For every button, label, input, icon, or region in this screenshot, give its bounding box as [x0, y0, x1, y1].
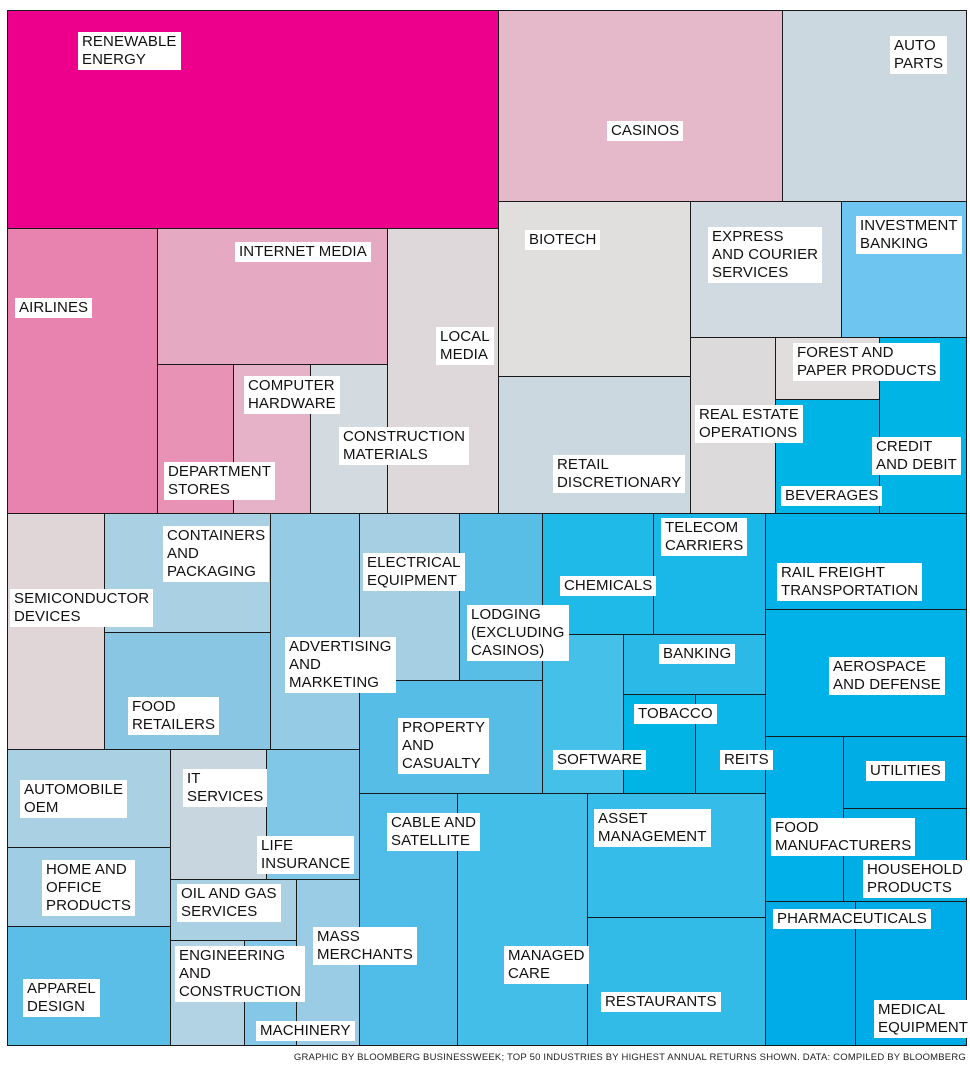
- treemap-label-local-media: LOCAL MEDIA: [436, 327, 494, 365]
- treemap-label-airlines: AIRLINES: [15, 298, 93, 318]
- treemap-cell-local-media: [387, 228, 499, 514]
- treemap-label-rail-freight-transportation: RAIL FREIGHT TRANSPORTATION: [777, 563, 923, 601]
- industry-returns-treemap: RENEWABLE ENERGY CASINOS AUTO PARTS AIRLINE…: [7, 10, 970, 1046]
- treemap-label-electrical-equipment: ELECTRICAL EQUIPMENT: [363, 553, 465, 591]
- treemap-label-utilities: UTILITIES: [866, 761, 945, 781]
- treemap-label-mass-merchants: MASS MERCHANTS: [313, 927, 417, 965]
- treemap-cell-retail-discretionary: [498, 376, 691, 514]
- treemap-label-automobile-oem: AUTOMOBILE OEM: [20, 780, 128, 818]
- treemap-label-express-and-courier-services: EXPRESS AND COURIER SERVICES: [708, 227, 823, 283]
- treemap-label-real-estate-operations: REAL ESTATE OPERATIONS: [695, 405, 804, 443]
- treemap-label-telecom-carriers: TELECOM CARRIERS: [661, 518, 748, 556]
- treemap-label-auto-parts: AUTO PARTS: [890, 36, 948, 74]
- treemap-label-engineering-and-construction: ENGINEERING AND CONSTRUCTION: [175, 946, 306, 1002]
- treemap-label-reits: REITS: [720, 750, 773, 770]
- treemap-label-aerospace-and-defense: AEROSPACE AND DEFENSE: [829, 657, 945, 695]
- treemap-label-household-products: HOUSEHOLD PRODUCTS: [863, 860, 967, 898]
- treemap-label-credit-and-debit: CREDIT AND DEBIT: [872, 437, 961, 475]
- treemap-label-home-and-office-products: HOME AND OFFICE PRODUCTS: [42, 860, 135, 916]
- treemap-cell-advertising-and-marketing: [270, 513, 360, 750]
- treemap-label-asset-management: ASSET MANAGEMENT: [594, 809, 711, 847]
- treemap-label-managed-care: MANAGED CARE: [504, 946, 589, 984]
- treemap-cell-semiconductor-devices: [7, 513, 105, 750]
- treemap-label-beverages: BEVERAGES: [781, 486, 883, 506]
- treemap-label-chemicals: CHEMICALS: [560, 576, 657, 596]
- treemap-label-casinos: CASINOS: [607, 121, 684, 141]
- treemap-cell-casinos: [498, 10, 783, 202]
- treemap-label-renewable-energy: RENEWABLE ENERGY: [78, 32, 181, 70]
- treemap-label-software: SOFTWARE: [553, 750, 647, 770]
- treemap-label-tobacco: TOBACCO: [634, 704, 717, 724]
- treemap-label-internet-media: INTERNET MEDIA: [235, 242, 371, 262]
- treemap-label-food-retailers: FOOD RETAILERS: [128, 697, 220, 735]
- treemap-cell-biotech: [498, 201, 691, 377]
- treemap-label-food-manufacturers: FOOD MANUFACTURERS: [771, 818, 916, 856]
- treemap-label-biotech: BIOTECH: [525, 230, 601, 250]
- treemap-label-computer-hardware: COMPUTER HARDWARE: [244, 376, 340, 414]
- treemap-label-apparel-design: APPAREL DESIGN: [23, 979, 100, 1017]
- treemap-label-medical-equipment: MEDICAL EQUIPMENT: [874, 1000, 970, 1038]
- treemap-label-it-services: IT SERVICES: [183, 769, 268, 807]
- treemap-label-advertising-and-marketing: ADVERTISING AND MARKETING: [285, 637, 396, 693]
- treemap-label-machinery: MACHINERY: [256, 1021, 355, 1041]
- treemap-label-forest-and-paper-products: FOREST AND PAPER PRODUCTS: [793, 343, 941, 381]
- treemap-label-department-stores: DEPARTMENT STORES: [164, 462, 275, 500]
- treemap-label-property-and-casualty: PROPERTY AND CASUALTY: [398, 718, 490, 774]
- treemap-label-oil-and-gas-services: OIL AND GAS SERVICES: [177, 884, 281, 922]
- treemap-label-construction-materials: CONSTRUCTION MATERIALS: [339, 427, 470, 465]
- treemap-label-life-insurance: LIFE INSURANCE: [257, 836, 355, 874]
- footer-credit: GRAPHIC BY BLOOMBERG BUSINESSWEEK; TOP 5…: [293, 1052, 966, 1063]
- treemap-label-banking: BANKING: [659, 644, 736, 664]
- treemap-label-lodging-excluding-casinos: LODGING (EXCLUDING CASINOS): [467, 605, 569, 661]
- treemap-label-containers-and-packaging: CONTAINERS AND PACKAGING: [163, 526, 270, 582]
- treemap-label-cable-and-satellite: CABLE AND SATELLITE: [387, 813, 481, 851]
- treemap-label-semiconductor-devices: SEMICONDUCTOR DEVICES: [10, 589, 154, 627]
- treemap-label-pharmaceuticals: PHARMACEUTICALS: [773, 909, 931, 929]
- treemap-label-retail-discretionary: RETAIL DISCRETIONARY: [553, 455, 686, 493]
- treemap-label-restaurants: RESTAURANTS: [601, 992, 721, 1012]
- treemap-cell-airlines: [7, 228, 158, 514]
- treemap-label-investment-banking: INVESTMENT BANKING: [856, 216, 962, 254]
- treemap-cell-restaurants: [587, 917, 766, 1046]
